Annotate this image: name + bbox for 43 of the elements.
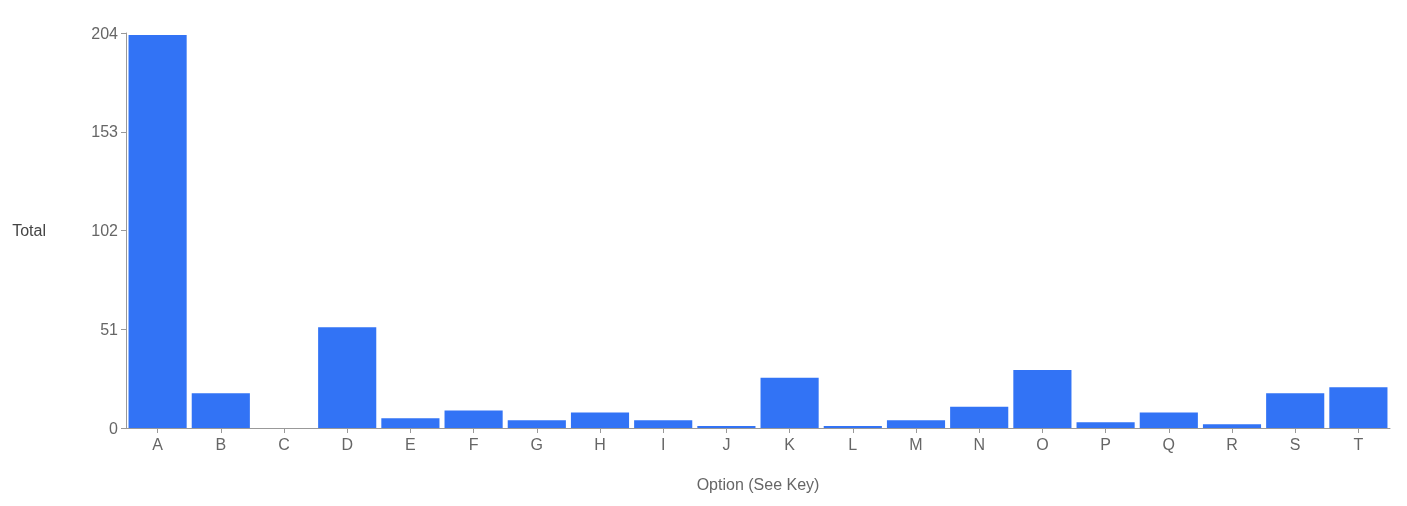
x-tick-label: K: [784, 435, 796, 453]
x-tick-label: R: [1226, 435, 1238, 453]
bar: [1139, 412, 1198, 428]
y-tick-label: 153: [91, 123, 119, 141]
x-tick-label: Q: [1162, 435, 1176, 453]
x-tick-label: E: [405, 435, 416, 453]
x-tick-label: A: [152, 435, 164, 453]
x-tick-label: C: [278, 435, 290, 453]
bar: [1202, 424, 1262, 428]
bar: [381, 418, 440, 428]
bar: [444, 410, 503, 428]
x-tick-label: N: [973, 435, 985, 453]
x-tick-label: P: [1100, 435, 1111, 453]
bar: [1076, 422, 1135, 428]
x-tick-label: D: [341, 435, 353, 453]
bar: [1329, 387, 1388, 428]
y-tick-label: 102: [91, 222, 119, 239]
x-tick-label: S: [1289, 435, 1301, 453]
x-tick-label: B: [215, 435, 227, 453]
y-axis-title: Total: [12, 222, 46, 239]
y-tick-label: 0: [109, 419, 119, 437]
x-tick-label: G: [530, 435, 544, 453]
bar: [318, 327, 377, 428]
bar: [507, 420, 566, 428]
bar: [950, 406, 1009, 428]
x-tick-label: T: [1353, 435, 1364, 453]
bar: [886, 420, 946, 428]
bar: [760, 377, 819, 428]
x-tick-label: F: [468, 435, 479, 453]
x-tick-label: J: [722, 435, 731, 453]
bar: [1013, 369, 1072, 428]
bar: [191, 393, 250, 428]
bar: [1266, 393, 1325, 428]
y-tick-label: 51: [100, 320, 119, 338]
x-tick-label: L: [848, 435, 858, 453]
bar: [570, 412, 630, 428]
y-tick-label: 204: [91, 24, 119, 42]
x-tick-label: I: [660, 435, 666, 453]
x-tick-label: M: [909, 435, 923, 453]
x-tick-label: O: [1036, 435, 1049, 453]
x-tick-label: H: [594, 435, 606, 453]
x-axis-title: Option (See Key): [696, 475, 820, 493]
bar: [634, 420, 693, 428]
